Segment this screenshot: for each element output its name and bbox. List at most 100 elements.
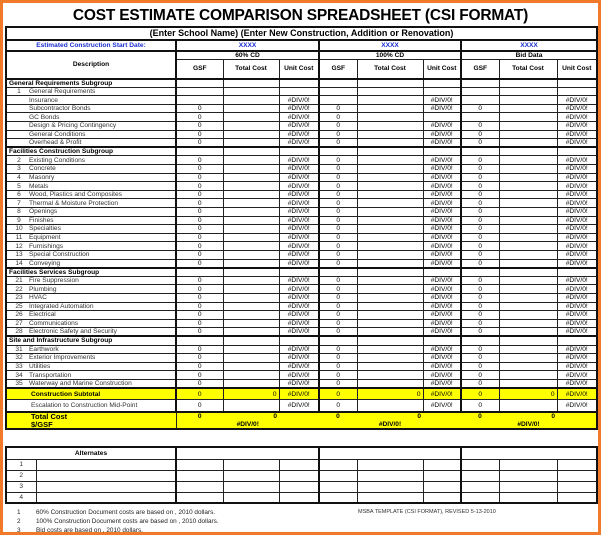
- cell-value[interactable]: 0: [318, 361, 358, 372]
- cell-value[interactable]: #DIV/0!: [278, 292, 320, 303]
- cell-value[interactable]: [498, 164, 558, 174]
- cell-empty[interactable]: [318, 469, 358, 482]
- cell-value[interactable]: [356, 344, 424, 355]
- cell-value[interactable]: #DIV/0!: [422, 189, 462, 200]
- cell-value[interactable]: 0: [460, 138, 500, 148]
- cell-empty[interactable]: [356, 491, 424, 504]
- cell-value[interactable]: [222, 215, 280, 226]
- cell-value[interactable]: #DIV/0!: [278, 198, 320, 208]
- cell-empty[interactable]: [278, 266, 320, 277]
- cell-empty[interactable]: [422, 77, 462, 88]
- cell-value[interactable]: [356, 121, 424, 131]
- cell-value[interactable]: [356, 327, 424, 337]
- cell-value[interactable]: #DIV/0!: [422, 258, 462, 269]
- cell-value[interactable]: #DIV/0!: [422, 155, 462, 166]
- cell-empty[interactable]: [222, 458, 280, 471]
- cell-value[interactable]: #DIV/0!: [556, 164, 598, 174]
- cell-value[interactable]: [222, 207, 280, 217]
- cell-value[interactable]: 0: [318, 103, 358, 114]
- cell-empty[interactable]: [556, 469, 598, 482]
- cell-value[interactable]: [222, 164, 280, 174]
- cell-value[interactable]: 0: [461, 411, 499, 421]
- cell-value[interactable]: [498, 249, 558, 260]
- cell-value[interactable]: [498, 215, 558, 226]
- cell-empty[interactable]: [556, 491, 598, 504]
- cell-value[interactable]: #DIV/0!: [422, 215, 462, 226]
- cell-value[interactable]: #DIV/0!: [278, 164, 320, 174]
- cell-value[interactable]: #DIV/0!: [422, 224, 462, 234]
- cell-empty[interactable]: [175, 446, 320, 460]
- cell-value[interactable]: #DIV/0!: [556, 129, 598, 140]
- cell-value[interactable]: 0: [460, 361, 500, 372]
- cell-value[interactable]: #DIV/0!: [556, 121, 598, 131]
- cell-value[interactable]: 0: [460, 327, 500, 337]
- cell-value[interactable]: 0: [460, 189, 500, 200]
- cell-value[interactable]: [222, 292, 280, 303]
- cell-value[interactable]: [498, 344, 558, 355]
- cell-empty[interactable]: [422, 266, 462, 277]
- cell-value[interactable]: 0: [175, 370, 224, 380]
- cell-value[interactable]: 0: [318, 284, 358, 294]
- cell-value[interactable]: 0: [175, 103, 224, 114]
- cell-value[interactable]: #DIV/0!: [422, 353, 462, 363]
- cell-value[interactable]: [222, 86, 280, 97]
- cell-value[interactable]: #DIV/0!: [422, 310, 462, 320]
- cell-value[interactable]: #DIV/0!: [556, 292, 598, 303]
- cell-value[interactable]: [356, 95, 424, 105]
- cell-value[interactable]: #DIV/0!: [278, 378, 320, 389]
- cell-value[interactable]: [356, 155, 424, 166]
- cell-empty[interactable]: [498, 335, 558, 346]
- cell-value[interactable]: [222, 241, 280, 251]
- cell-value[interactable]: #DIV/0!: [278, 399, 320, 413]
- cell-empty[interactable]: [222, 335, 280, 346]
- cell-value[interactable]: 0: [498, 386, 558, 401]
- cell-empty[interactable]: [222, 480, 280, 493]
- cell-value[interactable]: [498, 129, 558, 140]
- cell-value[interactable]: #DIV/0!: [319, 420, 461, 430]
- cell-value[interactable]: #DIV/0!: [278, 301, 320, 312]
- cell-value[interactable]: 0: [460, 103, 500, 114]
- cell-value[interactable]: [356, 292, 424, 303]
- cell-empty[interactable]: [498, 458, 558, 471]
- cell-empty[interactable]: [175, 458, 224, 471]
- cell-value[interactable]: #DIV/0!: [278, 249, 320, 260]
- cell-value[interactable]: [498, 399, 558, 413]
- cell-value[interactable]: [175, 86, 224, 97]
- cell-value[interactable]: #DIV/0!: [278, 155, 320, 166]
- cell-value[interactable]: 0: [318, 318, 358, 329]
- cell-value[interactable]: 0: [460, 241, 500, 251]
- cell-value[interactable]: 0: [223, 411, 279, 421]
- cell-alternate-desc[interactable]: [35, 491, 177, 504]
- cell-value[interactable]: [222, 327, 280, 337]
- cell-value[interactable]: #DIV/0!: [422, 103, 462, 114]
- cell-value[interactable]: 0: [318, 353, 358, 363]
- cell-value[interactable]: [222, 301, 280, 312]
- cell-value[interactable]: #DIV/0!: [556, 258, 598, 269]
- cell-empty[interactable]: [356, 335, 424, 346]
- cell-value[interactable]: #DIV/0!: [556, 215, 598, 226]
- cell-value[interactable]: [356, 301, 424, 312]
- cell-empty[interactable]: [318, 77, 358, 88]
- cell-value[interactable]: #DIV/0!: [556, 327, 598, 337]
- cell-value[interactable]: 0: [175, 275, 224, 286]
- cell-empty[interactable]: [222, 491, 280, 504]
- cell-value[interactable]: #DIV/0!: [422, 275, 462, 286]
- cell-value[interactable]: 0: [318, 292, 358, 303]
- cell-value[interactable]: [498, 301, 558, 312]
- cell-value[interactable]: #DIV/0!: [278, 318, 320, 329]
- cell-value[interactable]: #DIV/0!: [278, 138, 320, 148]
- cell-value[interactable]: [460, 86, 500, 97]
- cell-value[interactable]: 0: [319, 411, 357, 421]
- cell-empty[interactable]: [318, 335, 358, 346]
- cell-empty[interactable]: [222, 77, 280, 88]
- cell-empty[interactable]: [422, 458, 462, 471]
- cell-empty[interactable]: [556, 458, 598, 471]
- cell-value[interactable]: [498, 103, 558, 114]
- cell-value[interactable]: #DIV/0!: [278, 207, 320, 217]
- cell-value[interactable]: [222, 172, 280, 183]
- cell-value[interactable]: [222, 361, 280, 372]
- cell-empty[interactable]: [460, 77, 500, 88]
- cell-value[interactable]: [498, 95, 558, 105]
- cell-value[interactable]: 0: [318, 378, 358, 389]
- cell-value[interactable]: [356, 370, 424, 380]
